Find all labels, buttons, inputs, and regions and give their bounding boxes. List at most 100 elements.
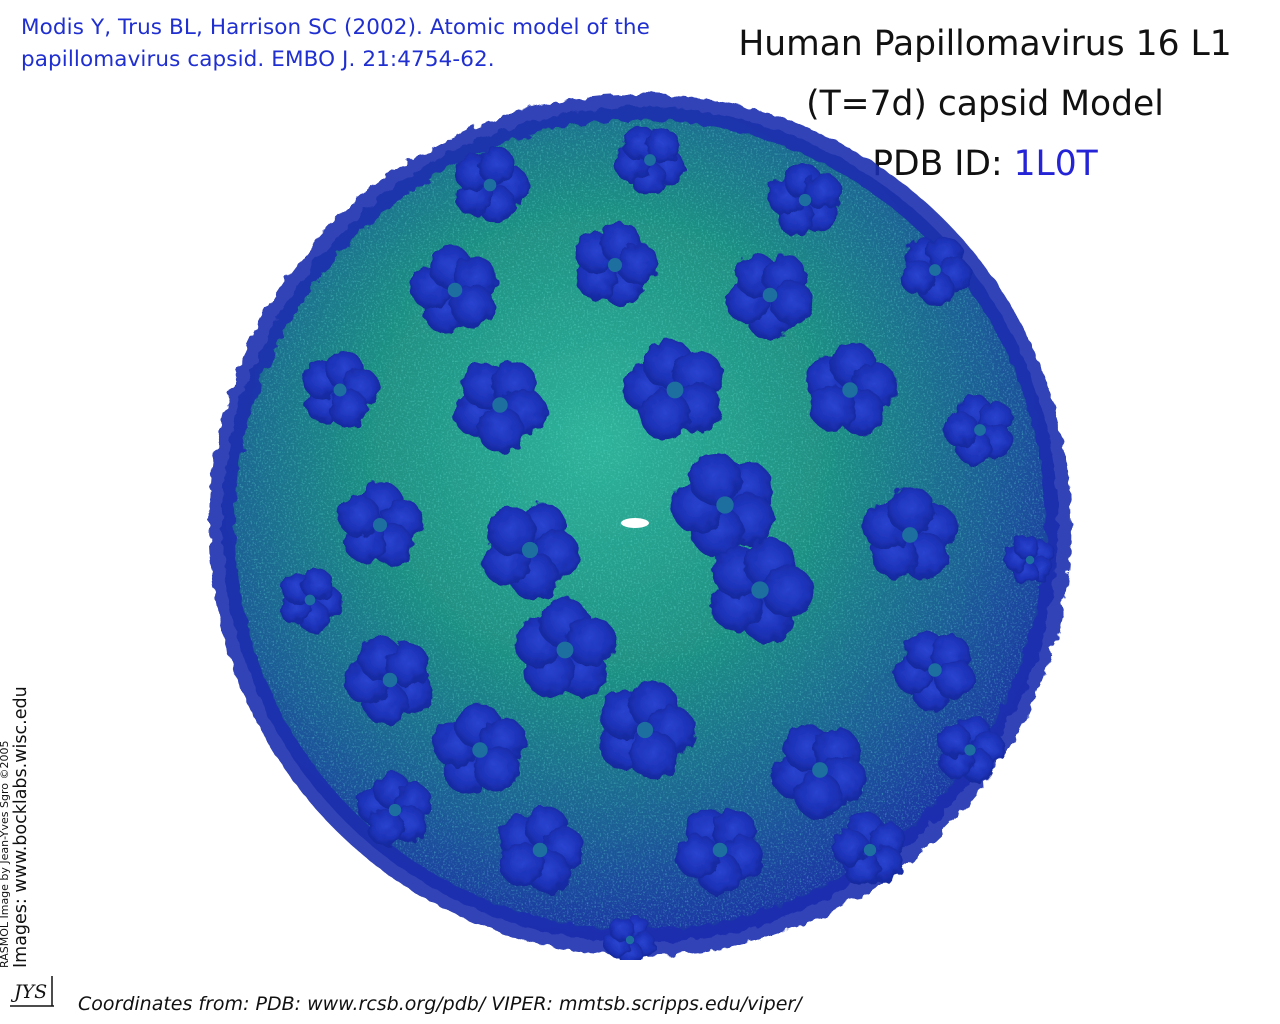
jys-logo-svg: JYS [10,976,54,1007]
capsomer-pore [666,381,684,399]
capsomer-subunit [887,486,935,534]
capsomer-pore [974,424,986,436]
capsomer-subunit [770,281,814,325]
capsomer [344,636,433,725]
capsomer [613,126,686,197]
title-line-1: Human Papillomavirus 16 L1 [738,24,1232,64]
capsomer-pore [798,193,812,207]
capsomer [893,630,975,712]
capsomer-subunit [301,568,334,601]
capsomer [804,342,898,436]
jys-logo: JYS [8,974,56,1008]
capsomer-pore [625,935,635,945]
capsomer-subunit [794,771,842,819]
citation-line-2: papillomavirus capsid. EMBO J. 21:4754-6… [21,47,495,72]
capsomer [357,771,432,846]
credit-line-1: RASMOL Image by Jean-Yves Sgro ©2005 [0,740,11,969]
capsomer [862,486,958,580]
capsomer-subunit [477,146,516,185]
pdb-id: 1L0T [1013,144,1098,184]
capsomer-subunit [899,259,936,295]
capsomer-subunit [565,615,616,667]
capsomer-pore [492,397,508,413]
capsomer-pore [751,581,769,599]
citation-line-1: Modis Y, Trus BL, Harrison SC (2002). At… [21,15,650,40]
capsomer [432,702,526,795]
capsomer [454,146,530,224]
capsomer-subunit [487,506,537,556]
capsomer-pore [842,382,858,398]
capsomer-subunit [943,412,979,448]
capsomer-pore [521,541,539,559]
capsomer-subunit [804,172,842,210]
capsomer-pore [1025,555,1035,565]
capsomer-pore [608,258,622,272]
capsomer-subunit [473,745,520,792]
capsomer [831,812,906,887]
capsomer-subunit [616,242,659,285]
highlight-spot [621,518,649,528]
coordinates-source: Coordinates from: PDB: www.rcsb.org/pdb/… [78,993,802,1015]
capsomer-pore [304,594,316,606]
capsomer [675,808,764,896]
capsomer [671,452,775,559]
capsomer-pore [928,663,942,677]
capsomer [409,245,498,334]
capsomer [937,715,1005,784]
pdb-label: PDB ID: [872,144,1014,184]
citation: Modis Y, Trus BL, Harrison SC (2002). At… [21,12,721,76]
capsomer-pore [382,672,398,688]
capsomer-pore [556,641,574,659]
capsomer [1003,534,1054,586]
capsomer [771,724,867,819]
capsomer [498,805,586,894]
capsomer-pore [902,527,918,543]
capsomer-subunit [1014,534,1040,560]
capsomer-subunit [329,389,368,429]
capsomer [575,222,659,307]
capsomer-subunit [937,724,972,758]
capsomer-subunit [688,452,741,506]
svg-text:JYS: JYS [10,981,47,1003]
capsomer [725,253,814,341]
capsid-svg [209,94,1071,967]
capsomer-pore [532,842,548,858]
capsomer-pore [333,383,347,397]
capsomer-subunit [761,565,814,618]
image-credit: RASMOL Image by Jean-Yves Sgro ©2005 Ima… [0,686,31,968]
capsomer-subunit [450,283,495,328]
capsomer [453,361,547,453]
capsomer-pore [644,154,656,166]
capsomer-subunit [934,659,975,700]
capsomer [599,680,696,780]
capsomer-subunit [628,730,678,780]
capsomer-group [279,126,1054,967]
capsomer [899,236,972,307]
capsomer-subunit [639,389,691,441]
capsomer-subunit [809,384,856,431]
capsomer-pore [472,742,488,758]
capsomer-pore [762,287,778,303]
capsomer-pore [447,282,463,298]
capsomer [622,338,723,441]
capsomer [604,916,656,967]
capsomer-subunit [831,829,869,867]
capsomer-pore [929,264,941,276]
capsomer-pore [636,721,654,739]
capsomer [513,597,616,698]
capsomer [710,537,814,644]
capsomer-pore [863,843,877,857]
capsomer [767,161,842,236]
capsomer-pore [964,744,976,756]
capsomer-pore [388,803,402,817]
capsomer-subunit [609,916,635,942]
page-title: Human Papillomavirus 16 L1 (T=7d) capsid… [700,14,1270,194]
capsomer [279,568,343,633]
capsomer-subunit [644,128,681,164]
capsomer-pore [716,496,734,514]
title-line-2: (T=7d) capsid Model [806,84,1164,124]
capsomer-subunit [338,495,381,538]
capsomer [482,502,581,601]
capsomer-pore [712,842,728,858]
capsomer-pore [812,762,828,778]
